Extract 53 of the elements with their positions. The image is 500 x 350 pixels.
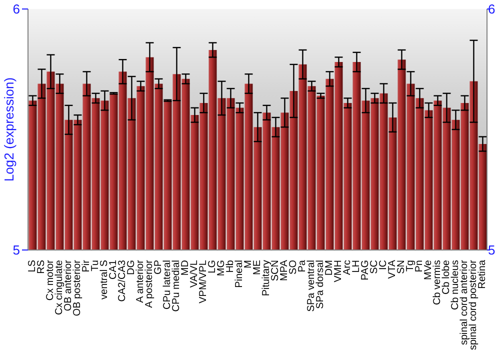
x-tick-label: MD	[180, 260, 191, 276]
x-tick-label: SC	[369, 260, 380, 274]
x-tick-label: MVe	[423, 260, 434, 280]
x-tick-label: M	[243, 260, 254, 268]
x-tick-label: CA1	[108, 260, 119, 280]
x-tick-label: CA2/CA3	[117, 260, 128, 302]
x-tick-label: CPu medial	[171, 260, 182, 312]
x-tick-label: A anterior	[135, 259, 146, 303]
x-tick-label: LG	[207, 260, 218, 274]
x-tick-label: CPu lateral	[162, 260, 173, 310]
x-tick-label: VMH	[333, 260, 344, 282]
x-tick-label: GP	[153, 260, 164, 274]
x-tick-label: MG	[216, 260, 227, 276]
x-tick-label: LS	[27, 260, 38, 272]
x-tick-label: Cb lobe	[441, 260, 452, 294]
x-tick-label: Pn	[414, 260, 425, 272]
x-tick-label: Pa	[297, 260, 308, 272]
x-tick-label: VPM/VPL	[198, 260, 209, 304]
x-tick-label: SPa dorsal	[315, 260, 326, 309]
x-tick-label: SPa ventral	[306, 260, 317, 312]
x-tick-label: Cx cingulate	[54, 260, 65, 316]
x-tick-label: SCN	[270, 260, 281, 282]
x-tick-label: SO	[288, 260, 299, 274]
x-tick-label: Hb	[225, 260, 236, 273]
x-tick-label: ME	[252, 260, 263, 275]
x-tick-label: Cx motor	[45, 259, 56, 301]
x-tick-label: ventral S	[99, 260, 110, 300]
x-tick-label: VA/VL	[189, 260, 200, 288]
y-axis-title: Log2 (expression)	[2, 77, 17, 182]
x-tick-label: VTA	[387, 260, 398, 279]
x-tick-label: Arc	[342, 260, 353, 275]
x-tick-label: Tg	[405, 260, 416, 272]
x-tick-label: Cb vermis	[432, 260, 443, 306]
x-tick-label: RS	[36, 260, 47, 274]
x-tick-label: Pineal	[234, 260, 245, 288]
x-tick-label: OB anterior	[63, 259, 74, 312]
x-tick-label: Cb nucleus	[450, 260, 461, 310]
x-tick-label: OB posterior	[72, 259, 83, 316]
x-tick-label: DG	[126, 260, 137, 275]
x-tick-label: PAG	[360, 260, 371, 280]
x-tick-label: SN	[396, 260, 407, 274]
x-tick-label: MPA	[279, 260, 290, 281]
y2-tick-label: 5	[488, 242, 496, 258]
x-tick-label: Pituitary	[261, 260, 272, 296]
x-tick-label: Tu	[90, 260, 101, 272]
x-tick-label: A posterior	[144, 259, 155, 308]
x-tick-label: IC	[378, 260, 389, 270]
x-tick-label: LH	[351, 260, 362, 273]
x-tick-label: DM	[324, 260, 335, 276]
x-tick-label: spinal cord anterior	[459, 259, 470, 346]
x-tick-label: Pir	[81, 259, 92, 272]
x-tick-label: spinal cord posterior	[468, 259, 479, 350]
x-tick-label: Retina	[477, 260, 488, 289]
